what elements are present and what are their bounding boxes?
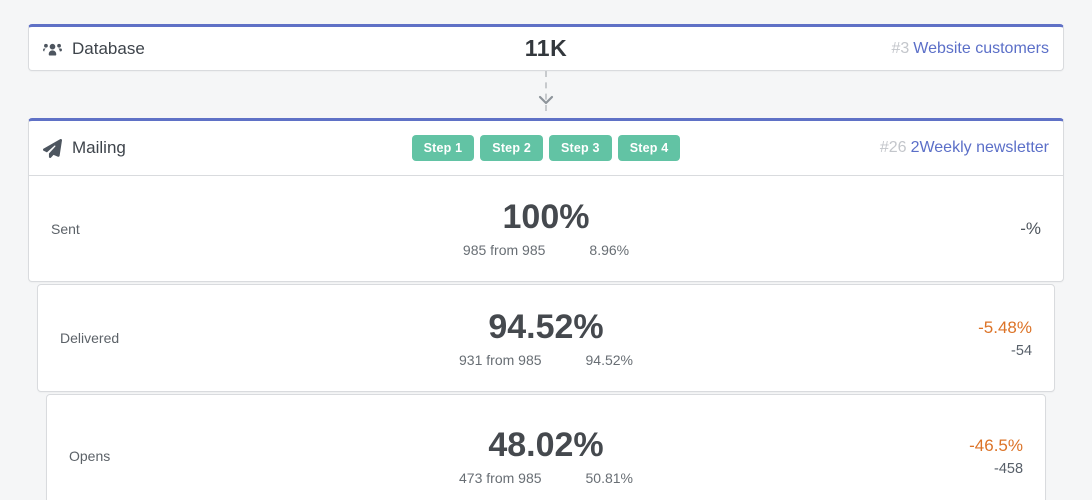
delivered-subline: 931 from 985 94.52% [459,352,633,368]
sent-delta-block: -% [629,219,1041,239]
step-2-button[interactable]: Step 2 [480,135,543,161]
delivered-delta: -5.48% [978,317,1033,337]
mailing-title: Mailing [72,138,126,157]
sent-percentage: 100% [502,198,590,236]
database-card-right: #3 Website customers [567,40,1049,58]
sent-fraction: 985 from 985 [462,242,546,258]
step-buttons: Step 1 Step 2 Step 3 Step 4 [411,135,681,161]
delivered-label: Delivered [60,330,120,346]
database-card-row: Database 11K #3 Website customers [29,27,1063,70]
step-1-button[interactable]: Step 1 [411,135,475,161]
mailing-header-left: Mailing [43,138,412,158]
sent-delta: -% [1020,218,1042,238]
opens-label: Opens [69,448,111,464]
sent-rate: 8.96% [589,242,630,258]
delivered-percentage: 94.52% [488,307,604,346]
opens-percentage: 48.02% [488,425,604,464]
opens-subline: 473 from 985 50.81% [459,470,633,486]
users-icon [43,41,62,56]
opens-delta-block: -46.5% -458 [633,436,1023,477]
dashed-line [545,71,547,111]
delivered-fraction: 931 from 985 [459,351,542,368]
opens-rate: 50.81% [585,469,633,486]
opens-fraction: 473 from 985 [459,469,542,486]
sent-center: 100% 985 from 985 8.96% [463,199,629,258]
funnel-row-sent: Sent 100% 985 from 985 8.96% -% [29,176,1063,281]
mailing-card: Mailing Step 1 Step 2 Step 3 Step 4 #26 2… [28,118,1064,282]
database-title: Database [72,38,145,58]
opens-delta: -46.5% [969,435,1024,455]
delivered-rate: 94.52% [585,351,633,368]
database-card-left: Database [43,39,525,59]
database-ref-number: #3 [891,39,910,57]
paper-plane-icon [43,138,62,158]
database-count-wrap: 11K [525,35,567,62]
database-segment-link[interactable]: Website customers [913,39,1049,57]
funnel-row-opens: Opens 48.02% 473 from 985 50.81% -46.5% … [46,394,1046,500]
chevron-down-icon [538,92,554,110]
sent-label: Sent [51,220,80,237]
database-count: 11K [524,35,568,61]
opens-delta-count: -458 [993,460,1024,477]
delivered-delta-count: -54 [1011,342,1033,359]
step-3-button[interactable]: Step 3 [549,135,612,161]
delivered-center: 94.52% 931 from 985 94.52% [459,309,633,368]
mailing-header-right: #26 2Weekly newsletter [680,139,1049,157]
opens-center: 48.02% 473 from 985 50.81% [459,427,633,486]
delivered-delta-block: -5.48% -54 [633,318,1032,359]
flow-connector [0,71,1092,118]
step-4-button[interactable]: Step 4 [617,135,681,161]
database-card: Database 11K #3 Website customers [28,24,1064,71]
mailing-newsletter-link[interactable]: 2Weekly newsletter [910,139,1049,156]
mailing-ref-number: #26 [879,139,907,156]
mailing-header: Mailing Step 1 Step 2 Step 3 Step 4 #26 2… [29,121,1063,176]
funnel-row-delivered: Delivered 94.52% 931 from 985 94.52% -5.… [37,284,1055,392]
sent-subline: 985 from 985 8.96% [463,242,629,258]
